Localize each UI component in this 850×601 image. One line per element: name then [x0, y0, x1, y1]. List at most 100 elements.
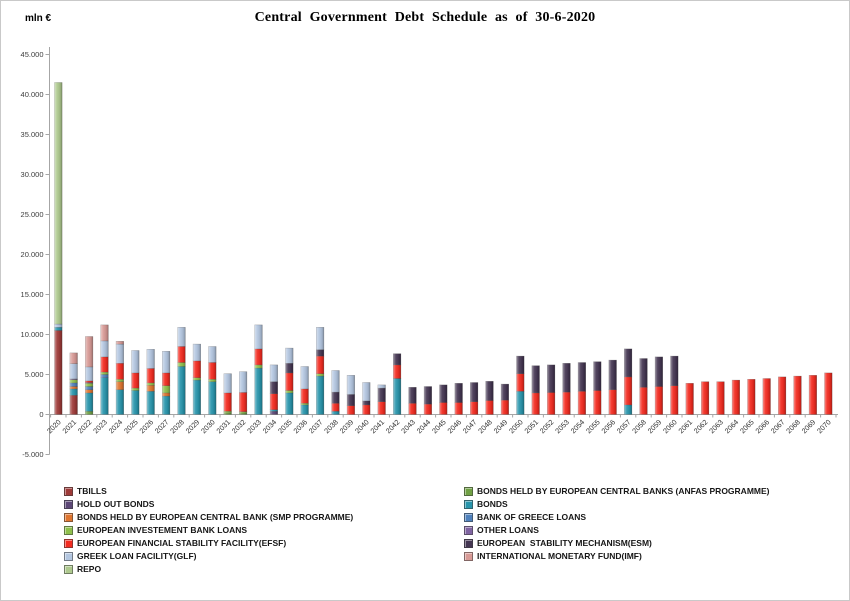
- bar-segment-bonds-2027: [162, 395, 171, 415]
- legend-item-esm: EUROPEAN STABILITY MECHANISM(ESM): [464, 539, 844, 548]
- bar-segment-efsf-2025: [131, 372, 140, 389]
- bar-segment-efsf-2056: [608, 389, 617, 415]
- bar-segment-efsf-2057: [624, 376, 633, 406]
- x-tick-label: 2038: [322, 418, 340, 436]
- legend: TBILLS BONDS HELD BY EUROPEAN CENTRAL BAN…: [64, 487, 844, 578]
- bar-segment-glf-2039: [346, 375, 355, 395]
- bar-segment-eib-2023: [100, 371, 109, 375]
- legend-item-smp: BONDS HELD BY EUROPEAN CENTRAL BANK (SMP…: [64, 513, 464, 522]
- x-tick-label: 2030: [199, 418, 217, 436]
- bar-segment-efsf-2054: [577, 391, 586, 415]
- bar-segment-esm-2041: [377, 387, 386, 402]
- x-tick-label: 2054: [569, 418, 587, 436]
- bar-segment-bog-2023: [100, 374, 109, 378]
- bar-segment-efsf-2048: [485, 400, 494, 415]
- legend-row: BONDS HELD BY EUROPEAN CENTRAL BANK (SMP…: [64, 513, 844, 526]
- bar-segment-imf-2023: [100, 324, 109, 342]
- bar-segment-esm-2037: [316, 349, 325, 357]
- x-tick-label: 2042: [384, 418, 402, 436]
- legend-item-holdout: HOLD OUT BONDS: [64, 500, 464, 509]
- legend-row: TBILLS BONDS HELD BY EUROPEAN CENTRAL BAN…: [64, 487, 844, 500]
- bar-segment-glf-2022: [85, 366, 94, 382]
- legend-label-smp: BONDS HELD BY EUROPEAN CENTRAL BANK (SMP…: [77, 512, 354, 522]
- bar-segment-efsf-2031: [223, 392, 232, 412]
- x-tick-label: 2033: [245, 418, 263, 436]
- legend-label-tbills: TBILLS: [77, 486, 107, 496]
- x-tick-label: 2039: [338, 418, 356, 436]
- bar-segment-efsf-2036: [300, 388, 309, 404]
- bar-segment-smp-2026: [146, 385, 155, 392]
- bar-segment-eib-2021: [69, 379, 78, 384]
- legend-item-eib: EUROPEAN INVESTEMENT BANK LOANS: [64, 526, 464, 535]
- x-tick-label: 2064: [723, 418, 741, 436]
- bar-segment-efsf-2029: [192, 360, 201, 378]
- bar-segment-bonds-2050: [516, 391, 525, 415]
- bar-segment-bonds-2021: [69, 388, 78, 396]
- legend-row: HOLD OUT BONDS BONDS: [64, 500, 844, 513]
- bar-segment-efsf-2042: [393, 364, 402, 379]
- bar-segment-efsf-2069: [808, 375, 817, 415]
- bar-segment-esm-2039: [346, 394, 355, 406]
- bar-segment-efsf-2049: [500, 399, 509, 415]
- x-tick-label: 2057: [615, 418, 633, 436]
- bar-segment-efsf-2053: [562, 391, 571, 415]
- x-tick-label: 2040: [353, 418, 371, 436]
- legend-swatch-icon-repo: [64, 565, 73, 574]
- bar-segment-esm-2059: [654, 356, 663, 387]
- bar-segment-efsf-2059: [654, 386, 663, 415]
- bar-segment-efsf-2024: [115, 363, 124, 380]
- x-tick-label: 2032: [230, 418, 248, 436]
- bar-segment-glf-2023: [100, 340, 109, 358]
- x-tick-label: 2069: [800, 418, 818, 436]
- x-tick-label: 2056: [599, 418, 617, 436]
- bar-segment-efsf-2065: [747, 379, 756, 415]
- bar-segment-esm-2035: [285, 363, 294, 374]
- bar-segment-efsf-2051: [531, 392, 540, 415]
- bar-segment-eib-2035: [285, 390, 294, 394]
- bar-segment-glf-2024: [115, 343, 124, 364]
- x-tick-label: 2024: [107, 418, 125, 436]
- bar-segment-bog-2022: [85, 386, 94, 390]
- bar-segment-esm-2045: [439, 384, 448, 403]
- bar-segment-bonds-2037: [316, 375, 325, 415]
- bar-segment-esm-2048: [485, 381, 494, 401]
- bar-segment-esm-2047: [470, 382, 479, 402]
- bar-segment-tbills-2020: [54, 330, 63, 415]
- x-tick-label: 2048: [476, 418, 494, 436]
- x-tick-label: 2036: [291, 418, 309, 436]
- legend-item-anfas: BONDS HELD BY EUROPEAN CENTRAL BANKS (AN…: [464, 487, 844, 496]
- bar-segment-smp-2021: [69, 386, 78, 390]
- bar-segment-efsf-2064: [731, 379, 740, 415]
- bar-segment-bonds-2026: [146, 391, 155, 415]
- y-tick-label: 20.000: [21, 250, 44, 259]
- x-tick-label: 2023: [91, 418, 109, 436]
- bar-segment-esm-2053: [562, 363, 571, 393]
- x-tick-label: 2044: [415, 418, 433, 436]
- bar-segment-eib-2022: [85, 383, 94, 387]
- bar-segment-eib-2024: [115, 379, 124, 382]
- legend-label-eib: EUROPEAN INVESTEMENT BANK LOANS: [77, 525, 248, 535]
- bar-segment-esm-2055: [593, 361, 602, 391]
- legend-swatch-icon-esm: [464, 539, 473, 548]
- bar-segment-esm-2056: [608, 359, 617, 390]
- bar-segment-esm-2051: [531, 365, 540, 394]
- bar-segment-efsf-2043: [408, 403, 417, 415]
- bar-segment-esm-2040: [362, 400, 371, 406]
- bar-segment-efsf-2070: [824, 372, 833, 415]
- bar-segment-efsf-2050: [516, 373, 525, 392]
- bar-segment-smp-2022: [85, 389, 94, 394]
- bar-segment-glf-2025: [131, 350, 140, 374]
- bar-segment-glf-2033: [254, 324, 263, 350]
- x-tick-label: 2021: [60, 418, 78, 436]
- bar-segment-efsf-2055: [593, 390, 602, 415]
- bar-segment-efsf-2061: [685, 383, 694, 415]
- bar-segment-efsf-2060: [670, 385, 679, 415]
- bar-segment-glf-2028: [177, 327, 186, 347]
- x-tick-label: 2025: [122, 418, 140, 436]
- bar-segment-eib-2030: [208, 379, 217, 382]
- bar-segment-esm-2043: [408, 387, 417, 404]
- bar-segment-bonds-2028: [177, 366, 186, 415]
- legend-label-bog: BANK OF GREECE LOANS: [477, 512, 587, 522]
- bar-segment-glf-2032: [239, 371, 248, 393]
